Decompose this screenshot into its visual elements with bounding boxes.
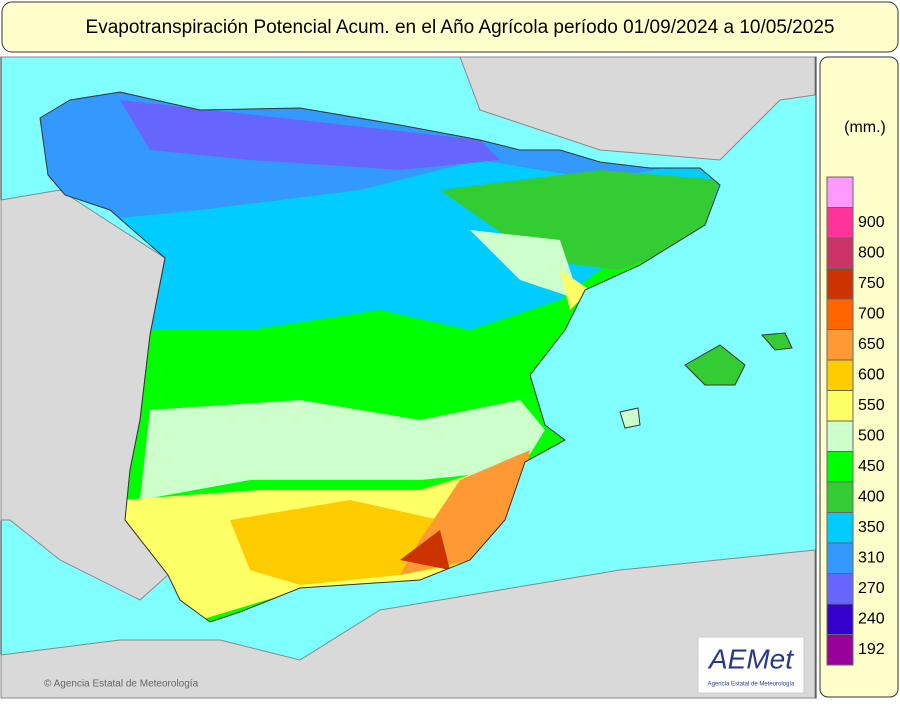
legend-swatch <box>826 512 854 544</box>
title-box <box>1 1 899 53</box>
legend-swatch <box>826 298 854 330</box>
legend-label: 750 <box>858 275 885 292</box>
legend: 900 800 750 700 650 600 550 500 450 400 350 310 270 2… <box>826 176 885 666</box>
legend-swatch <box>826 329 854 361</box>
legend-label: 600 <box>858 366 885 383</box>
legend-label: 900 <box>858 214 885 231</box>
map <box>0 56 817 699</box>
legend-label: 310 <box>858 549 885 566</box>
legend-swatch <box>826 237 854 269</box>
legend-label: 450 <box>858 458 885 475</box>
legend-swatch <box>826 573 854 605</box>
legend-swatch <box>826 359 854 391</box>
logo: AEMet <box>707 643 794 674</box>
legend-swatch <box>826 603 854 635</box>
legend-label: 800 <box>858 244 885 261</box>
logo-caption: Agencia Estatal de Meteorología <box>708 682 795 688</box>
credit: © Agencia Estatal de Meteorología <box>44 679 199 690</box>
legend-swatch <box>826 481 854 513</box>
legend-label: 240 <box>858 610 885 627</box>
legend-label: 650 <box>858 336 885 353</box>
legend-swatch <box>826 176 854 208</box>
legend-label: 400 <box>858 488 885 505</box>
legend-unit: (mm.) <box>844 119 886 136</box>
legend-label: 700 <box>858 305 885 322</box>
legend-swatch <box>826 268 854 300</box>
legend-label: 550 <box>858 397 885 414</box>
legend-swatch <box>826 420 854 452</box>
legend-swatch <box>826 542 854 574</box>
logo-box <box>697 636 805 694</box>
legend-swatch <box>826 390 854 422</box>
legend-label: 350 <box>858 519 885 536</box>
legend-swatch <box>826 207 854 239</box>
title: Evapotranspiración Potencial Acum. en el… <box>86 17 835 38</box>
legend-label: 192 <box>858 641 885 658</box>
legend-label: 500 <box>858 427 885 444</box>
legend-label: 270 <box>858 580 885 597</box>
legend-swatch <box>826 451 854 483</box>
legend-swatch <box>826 634 854 666</box>
